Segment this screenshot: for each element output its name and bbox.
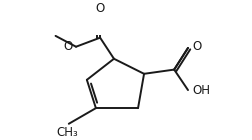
- Text: O: O: [96, 2, 105, 15]
- Text: OH: OH: [192, 84, 210, 97]
- Text: CH₃: CH₃: [57, 126, 78, 139]
- Text: O: O: [192, 40, 201, 53]
- Text: O: O: [63, 40, 72, 53]
